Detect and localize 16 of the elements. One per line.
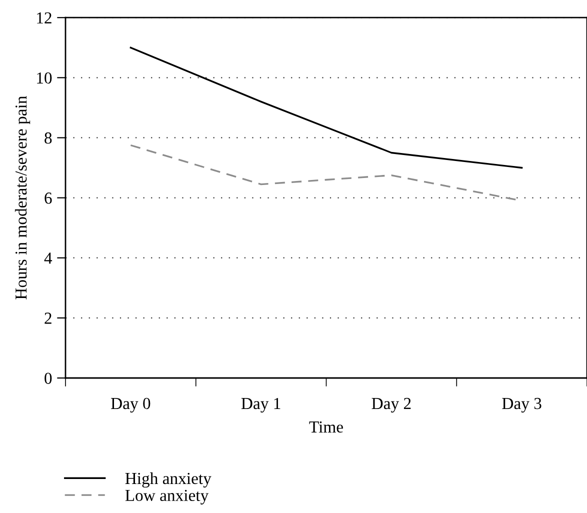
legend-label: High anxiety xyxy=(125,472,212,488)
y-tick-label: 12 xyxy=(37,12,52,24)
legend-label: Low anxiety xyxy=(125,490,209,504)
x-tick-label: Day 0 xyxy=(111,398,150,413)
y-tick-label: 6 xyxy=(44,192,52,204)
x-tick-label: Day 2 xyxy=(372,398,411,413)
y-tick-label: 4 xyxy=(44,252,52,264)
line-series xyxy=(130,46,523,169)
y-tick-label: 10 xyxy=(37,72,52,84)
x-tick-label: Day 3 xyxy=(502,398,542,413)
y-tick-label: 0 xyxy=(44,372,52,384)
y-tick-label: 2 xyxy=(44,312,52,324)
x-tick-label: Day 1 xyxy=(241,398,280,413)
y-axis-title: Hours in moderate/severe pain xyxy=(14,96,30,300)
y-tick-label: 8 xyxy=(44,132,52,144)
x-axis-title: Time xyxy=(309,421,343,433)
